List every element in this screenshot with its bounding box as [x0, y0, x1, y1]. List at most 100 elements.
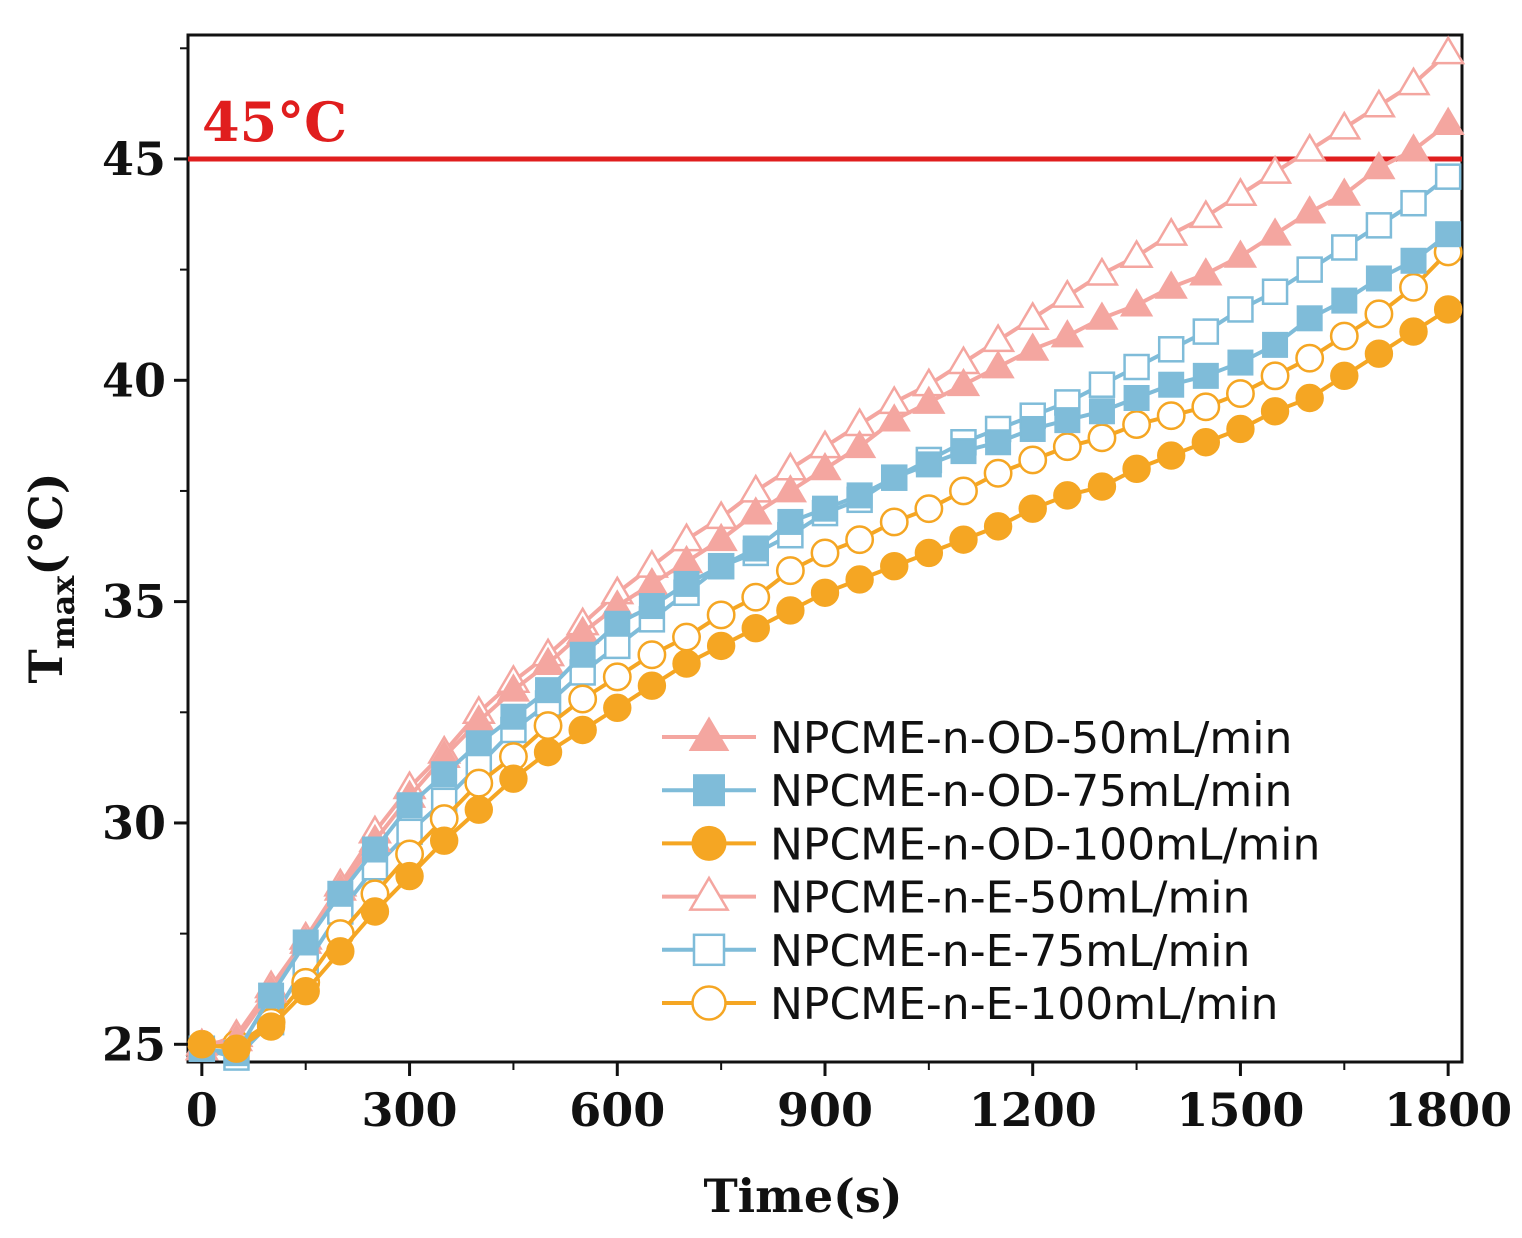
data-point	[880, 552, 909, 581]
series-2	[187, 295, 1463, 1063]
data-point	[846, 482, 873, 509]
data-point	[845, 565, 874, 594]
data-point	[1262, 331, 1289, 358]
legend: NPCME-n-OD-50mL/minNPCME-n-OD-75mL/minNP…	[662, 713, 1320, 1030]
data-point	[637, 671, 667, 700]
data-point	[638, 593, 665, 620]
data-point	[1019, 415, 1046, 442]
data-point	[1015, 300, 1050, 330]
data-point	[1400, 189, 1427, 217]
legend-marker	[688, 875, 730, 911]
data-point	[568, 715, 597, 745]
data-point	[1223, 177, 1258, 207]
data-point	[741, 582, 771, 612]
y-tick-label: 40	[102, 353, 166, 407]
data-point	[258, 982, 285, 1009]
data-point	[431, 761, 458, 788]
data-point	[1365, 212, 1393, 239]
data-point	[1054, 407, 1081, 434]
data-point	[1433, 295, 1463, 324]
data-point	[877, 403, 911, 432]
data-point	[1261, 278, 1289, 305]
legend-label: NPCME-n-OD-75mL/min	[770, 766, 1292, 817]
reference-line-label: 45°C	[202, 90, 347, 154]
data-point	[741, 613, 770, 643]
data-point	[1052, 432, 1082, 462]
data-point	[1119, 288, 1154, 317]
data-point	[914, 494, 944, 524]
data-point	[812, 495, 838, 522]
data-point	[1431, 35, 1466, 65]
legend-label: NPCME-n-OD-50mL/min	[770, 713, 1292, 764]
data-point	[1122, 454, 1151, 484]
data-point	[915, 451, 942, 478]
data-point	[1192, 318, 1220, 345]
data-point	[1018, 494, 1047, 523]
data-point	[1361, 88, 1396, 118]
data-point	[1296, 256, 1323, 283]
data-point	[1084, 256, 1120, 286]
data-point	[1122, 410, 1152, 440]
data-point	[742, 535, 769, 562]
x-tick-label: 0	[186, 1083, 218, 1137]
reference-line-group: 45°C	[188, 90, 1462, 162]
data-point	[706, 600, 736, 630]
data-point	[1435, 221, 1462, 248]
series-group	[184, 35, 1466, 1071]
data-point	[1400, 247, 1427, 274]
y-axis-title-main: T	[19, 649, 73, 683]
data-point	[1123, 384, 1150, 411]
legend-marker	[692, 933, 726, 967]
data-point	[1087, 423, 1117, 453]
legend-marker	[693, 774, 725, 807]
data-point	[881, 464, 908, 491]
legend-item: NPCME-n-OD-50mL/min	[662, 713, 1292, 764]
y-tick-label: 35	[102, 575, 166, 629]
x-tick-label: 1800	[1384, 1083, 1512, 1137]
data-point	[1050, 319, 1084, 348]
legend-item: NPCME-n-E-100mL/min	[662, 979, 1278, 1030]
data-point	[1399, 272, 1428, 302]
data-point	[1227, 296, 1254, 323]
data-point	[1296, 305, 1323, 332]
data-point	[535, 677, 562, 704]
data-point	[569, 641, 596, 668]
legend-item: NPCME-n-OD-100mL/min	[662, 819, 1320, 870]
data-point	[1292, 132, 1327, 162]
data-point	[531, 646, 565, 676]
data-point	[985, 429, 1012, 456]
data-point	[1191, 392, 1221, 422]
y-axis-title-sub: max	[44, 575, 82, 650]
data-point	[1050, 278, 1085, 308]
data-point	[1018, 445, 1048, 475]
data-point	[1227, 349, 1254, 376]
data-point	[1364, 339, 1394, 368]
data-point	[1257, 154, 1293, 184]
y-tick-label: 30	[102, 796, 166, 850]
x-tick-label: 1500	[1176, 1083, 1304, 1137]
data-point	[773, 474, 808, 503]
data-point	[292, 929, 319, 956]
data-point	[775, 556, 805, 586]
data-point	[914, 538, 944, 568]
data-point	[673, 570, 700, 597]
legend-item: NPCME-n-E-75mL/min	[662, 926, 1250, 977]
data-point	[949, 525, 978, 554]
data-point	[326, 937, 355, 966]
x-tick-label: 900	[777, 1083, 873, 1137]
data-point	[1396, 133, 1431, 162]
data-point	[879, 507, 909, 537]
data-point	[1331, 287, 1358, 314]
data-point	[1158, 371, 1185, 398]
data-point	[842, 429, 877, 459]
data-point	[706, 631, 736, 661]
data-point	[1327, 110, 1362, 140]
x-axis-title: Time(s)	[703, 1169, 902, 1223]
data-point	[496, 673, 531, 702]
data-point	[810, 578, 840, 607]
data-point	[810, 538, 840, 568]
data-point	[1364, 299, 1394, 329]
data-point	[1396, 66, 1431, 96]
data-point	[672, 622, 701, 652]
data-point	[1331, 234, 1358, 261]
